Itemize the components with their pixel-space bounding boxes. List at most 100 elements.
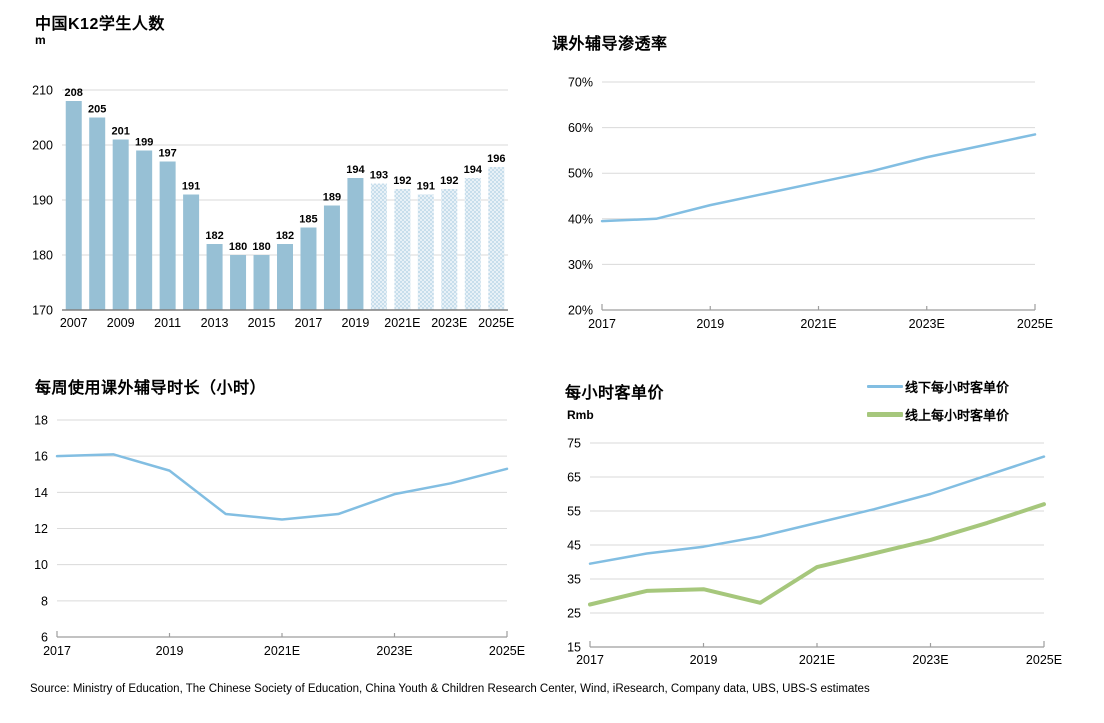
y-tick-label: 210 (32, 84, 53, 98)
offline-line-swatch-icon (867, 385, 903, 388)
online-line-swatch-icon (867, 412, 903, 417)
y-tick-label: 200 (32, 139, 53, 153)
line-课外辅导渗透率 (600, 133, 1037, 223)
x-tick-label-2015: 2015 (248, 316, 276, 330)
bar-value-label-2010: 199 (135, 137, 153, 149)
y-tick-label: 18 (34, 414, 48, 428)
chart-title-k12-students: 中国K12学生人数 (35, 16, 165, 33)
bar-2009 (112, 139, 129, 310)
y-tick-label: 35 (567, 573, 581, 587)
chart-unit-price-per-hour: Rmb (567, 408, 594, 422)
price-chart-legend: 线下每小时客单价 线上每小时客单价 (867, 377, 1009, 424)
y-tick-label: 180 (32, 249, 53, 263)
bar-value-label-2019: 194 (346, 164, 365, 176)
y-tick-label: 15 (567, 641, 581, 655)
bar-2020E (370, 183, 387, 310)
y-tick-label: 65 (567, 471, 581, 485)
bar-value-label-2007: 208 (65, 87, 83, 99)
bar-2018 (323, 205, 340, 310)
chart-canvas-0: 170 180 190 200 210 208 205 201 199 197 191 182 180 1… (32, 84, 514, 331)
y-tick-label: 75 (567, 437, 581, 451)
y-tick-label: 30% (568, 258, 593, 272)
y-tick-label: 50% (568, 167, 593, 181)
chart-title-price-per-hour: 每小时客单价 (565, 385, 665, 402)
bar-2012 (183, 194, 200, 310)
x-tick-label-2019: 2019 (342, 316, 370, 330)
y-tick-label: 6 (41, 631, 48, 645)
x-tick-label-2025E: 2025E (489, 644, 525, 658)
legend-label-offline: 线下每小时客单价 (905, 380, 1010, 395)
bar-value-label-2021E: 192 (393, 175, 411, 187)
x-tick-label-2009: 2009 (107, 316, 135, 330)
bar-2008 (89, 117, 106, 310)
bar-2010 (136, 150, 153, 310)
x-tick-label-2017: 2017 (576, 653, 604, 667)
x-tick-label-2013: 2013 (201, 316, 229, 330)
y-tick-label: 14 (34, 486, 48, 500)
y-tick-label: 55 (567, 505, 581, 519)
y-tick-label: 16 (34, 450, 48, 464)
bar-value-label-2015: 180 (252, 241, 270, 253)
bar-value-label-2020E: 193 (370, 170, 388, 182)
chart-canvas-1: 20% 30% 40% 50% 60% 70% 2017 2019 2021E 2023E 2025… (568, 76, 1053, 332)
x-tick-label-2023E: 2023E (912, 653, 948, 667)
bar-value-label-2022E: 191 (417, 181, 435, 193)
line-每周使用课外辅导时长 (55, 453, 509, 521)
bar-value-label-2013: 182 (205, 230, 223, 242)
x-tick-label-2019: 2019 (156, 644, 184, 658)
x-tick-label-2021E: 2021E (264, 644, 300, 658)
y-tick-label: 12 (34, 522, 48, 536)
y-tick-label: 40% (568, 212, 593, 226)
x-tick-label-2023E: 2023E (909, 317, 945, 331)
bar-value-label-2018: 189 (323, 192, 341, 204)
bar-value-label-2012: 191 (182, 181, 200, 193)
chart-unit-k12-students: m (35, 33, 46, 47)
bar-2022E (417, 194, 434, 310)
x-tick-label-2017: 2017 (588, 317, 616, 331)
x-tick-label-2025E: 2025E (478, 316, 514, 330)
bar-2016 (277, 244, 293, 310)
bar-value-label-2008: 205 (88, 104, 106, 116)
x-tick-label-2025E: 2025E (1017, 317, 1053, 331)
bar-2013 (206, 244, 223, 310)
penetration-line-chart: 20% 30% 40% 50% 60% 70% 2017 2019 2021E 2023E 2025… (560, 55, 1104, 355)
x-tick-label-2025E: 2025E (1026, 653, 1062, 667)
bar-2007 (65, 101, 82, 310)
y-tick-label: 170 (32, 304, 53, 318)
bar-value-label-2016: 182 (276, 230, 294, 242)
x-tick-label-2011: 2011 (154, 316, 181, 330)
bar-2021E (394, 189, 411, 310)
legend-item-offline: 线下每小时客单价 (867, 377, 1009, 396)
chart-title-penetration: 课外辅导渗透率 (552, 36, 668, 53)
x-tick-label-2017: 2017 (295, 316, 323, 330)
line-线下每小时客单价 (588, 455, 1046, 565)
bar-2014 (230, 255, 247, 310)
chart-title-weekly-hours: 每周使用课外辅导时长（小时） (35, 380, 267, 397)
x-tick-label-2021E: 2021E (800, 317, 836, 331)
y-tick-label: 60% (568, 121, 593, 135)
source-note: Source: Ministry of Education, The Chine… (30, 683, 870, 695)
price-per-hour-line-chart: 15 25 35 45 55 65 75 2017 2019 2021E 2023E 2025E (550, 425, 1104, 690)
bar-2024E (464, 178, 481, 310)
x-tick-label-2023E: 2023E (431, 316, 467, 330)
x-tick-label-2017: 2017 (43, 644, 71, 658)
bar-value-label-2023E: 192 (440, 175, 458, 187)
y-tick-label: 70% (568, 76, 593, 90)
chart-canvas-3: 15 25 35 45 55 65 75 2017 2019 2021E 2023E 2025E (567, 437, 1062, 668)
bar-value-label-2014: 180 (229, 241, 247, 253)
k12-students-bar-chart: 170 180 190 200 210 208 205 201 199 197 191 182 180 1… (20, 55, 540, 355)
bar-value-label-2024E: 194 (464, 164, 483, 176)
bar-2017 (300, 227, 317, 310)
bar-value-label-2009: 201 (112, 126, 130, 138)
y-tick-label: 10 (34, 558, 48, 572)
y-tick-label: 190 (32, 194, 53, 208)
x-tick-label-2019: 2019 (696, 317, 724, 331)
bar-value-label-2017: 185 (299, 214, 317, 226)
line-线上每小时客单价 (588, 502, 1046, 607)
x-tick-label-2021E: 2021E (799, 653, 835, 667)
bar-value-label-2025E: 196 (487, 153, 505, 165)
legend-item-online: 线上每小时客单价 (867, 405, 1009, 424)
x-tick-label-2021E: 2021E (384, 316, 420, 330)
y-tick-label: 8 (41, 594, 48, 608)
